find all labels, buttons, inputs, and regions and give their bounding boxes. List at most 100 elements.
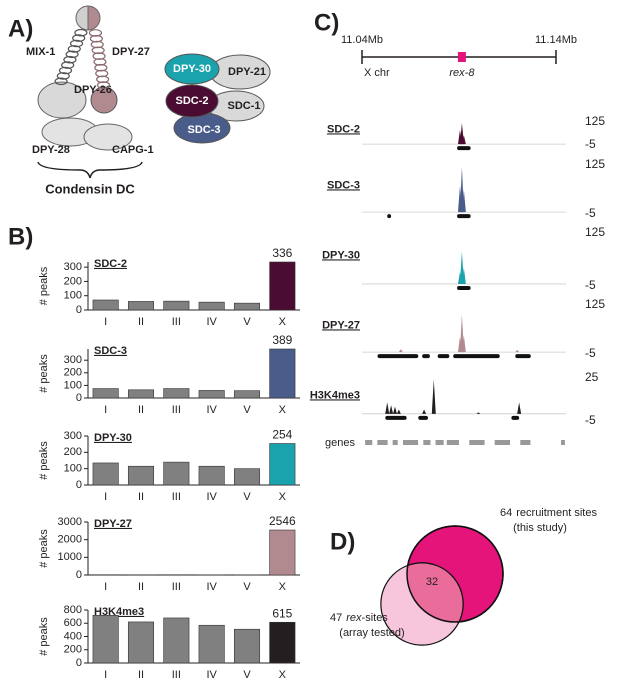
chromosome-label: X chr: [364, 67, 390, 79]
binding-region: [385, 415, 407, 420]
set-name: -sites: [362, 612, 389, 624]
diagram-caption: Condensin DC: [45, 181, 135, 196]
y-tick-label: 200: [64, 446, 82, 458]
chart-title: H3K4me3: [94, 606, 144, 618]
track-label: SDC-3: [327, 179, 360, 191]
track-scale-label: -5: [585, 137, 596, 151]
chart-title: DPY-30: [94, 432, 132, 444]
y-axis-label: # peaks: [38, 529, 50, 568]
y-tick-label: 300: [64, 430, 82, 442]
y-tick-label: 300: [64, 261, 82, 273]
venn-outline: [406, 525, 504, 623]
y-tick-label: 200: [64, 644, 82, 656]
y-tick-label: 600: [64, 617, 82, 629]
venn-overlap: [407, 562, 464, 622]
bar: [269, 621, 296, 664]
bar: [163, 617, 190, 664]
y-tick-label: 3000: [58, 516, 82, 528]
y-axis-label: # peaks: [38, 266, 50, 305]
y-axis-label: # peaks: [38, 354, 50, 393]
binding-region: [377, 354, 419, 359]
y-tick-label: 400: [64, 630, 82, 642]
bar: [163, 300, 190, 311]
head: [90, 86, 118, 114]
x-tick-label: X: [279, 581, 287, 593]
x-tick-label: V: [243, 404, 251, 416]
y-tick-label: 200: [64, 367, 82, 379]
bar: [127, 389, 155, 399]
diagram-label: DPY-21: [228, 66, 266, 78]
x-tick-label: V: [243, 316, 251, 328]
bar: [269, 529, 296, 576]
set-count: 47: [330, 612, 342, 624]
y-tick-label: 0: [76, 304, 82, 316]
bar: [92, 299, 119, 311]
track-label: genes: [325, 437, 355, 449]
hinge: [87, 5, 101, 31]
bar: [269, 443, 296, 486]
track-scale-label: -5: [585, 346, 596, 360]
y-tick-label: 2000: [58, 534, 82, 546]
coil: [67, 45, 81, 53]
y-tick-label: 0: [76, 569, 82, 581]
bar: [198, 465, 225, 486]
diagram-label: DPY-26: [74, 84, 112, 96]
set-label: 64 recruitment sites: [500, 507, 597, 519]
x-tick-label: III: [172, 491, 181, 503]
track-scale-label: 125: [585, 114, 605, 128]
x-tick-label: X: [279, 404, 287, 416]
y-axis-label: # peaks: [38, 617, 50, 656]
bar: [233, 390, 261, 399]
track-scale-label: 125: [585, 297, 605, 311]
value-label: 389: [272, 333, 292, 347]
diagram-label: CAPG-1: [112, 144, 154, 156]
diagram-label: DPY-28: [32, 144, 70, 156]
x-tick-label: 11.04Mb: [341, 34, 383, 46]
track-label: DPY-30: [322, 249, 360, 261]
x-tick-label: IV: [206, 404, 217, 416]
x-tick-label: II: [138, 669, 144, 681]
gene: [392, 440, 398, 445]
bar: [127, 621, 155, 664]
signal-peak: [461, 335, 466, 353]
track-label: H3K4me3: [310, 389, 360, 401]
y-tick-label: 0: [76, 657, 82, 669]
bar: [163, 461, 190, 486]
x-tick-label: I: [104, 581, 107, 593]
x-tick-label: 11.14Mb: [535, 34, 577, 46]
panel-label: B): [8, 223, 33, 250]
signal-peak: [461, 189, 466, 213]
coil: [96, 81, 111, 89]
track-scale-label: 25: [585, 370, 599, 384]
bar: [198, 301, 225, 311]
x-tick-label: III: [172, 316, 181, 328]
coil: [56, 72, 70, 80]
panel-label: A): [8, 15, 33, 42]
diagram-label: SDC-3: [187, 124, 220, 136]
coil: [65, 50, 79, 59]
chart-title: SDC-2: [94, 258, 127, 270]
value-label: 2546: [269, 514, 296, 528]
coil: [61, 61, 75, 69]
x-tick-label: X: [279, 491, 287, 503]
y-axis-label: # peaks: [38, 441, 50, 480]
y-tick-label: 0: [76, 392, 82, 404]
bar: [163, 388, 190, 399]
signal-peak: [398, 349, 403, 353]
x-tick-label: I: [104, 316, 107, 328]
hinge: [75, 5, 89, 31]
bar: [92, 614, 119, 664]
x-tick-label: II: [138, 316, 144, 328]
track-scale-label: 125: [585, 157, 605, 171]
x-tick-label: V: [243, 581, 251, 593]
binding-region: [437, 354, 450, 359]
gene: [494, 440, 511, 445]
signal-peak: [385, 402, 390, 414]
gene: [423, 440, 431, 445]
diagram-label: DPY-27: [112, 46, 150, 58]
bar: [269, 261, 296, 311]
subunit: [164, 53, 220, 85]
signal-peak: [459, 314, 464, 353]
set-note: (array tested): [339, 627, 404, 639]
chart-title: DPY-27: [94, 518, 132, 530]
